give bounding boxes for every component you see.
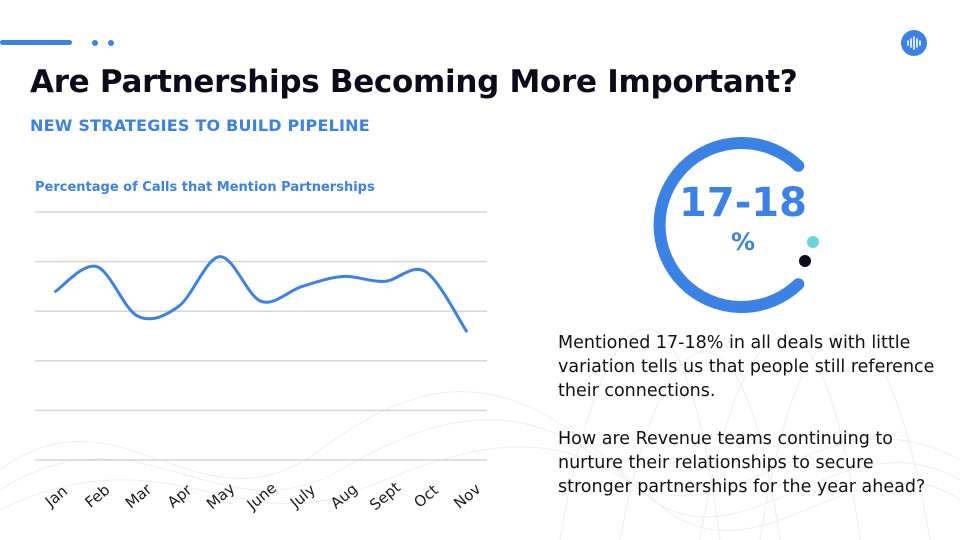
series-line [54, 255, 468, 333]
accent-dot [92, 40, 98, 46]
line-chart: Jan Feb Mar Apr May June July Aug Sept Oct Nov [35, 211, 487, 514]
insight-paragraph: Mentioned 17-18% in all deals with littl… [558, 333, 935, 401]
x-tick-label: Aug [327, 480, 361, 513]
x-tick-label: Sept [366, 478, 404, 514]
page-subtitle: NEW STRATEGIES TO BUILD PIPELINE [30, 116, 370, 135]
x-tick-label: Feb [81, 481, 113, 512]
x-tick-label: Mar [122, 480, 156, 513]
page-title: Are Partnerships Becoming More Important… [30, 64, 798, 100]
accent-bar [0, 40, 72, 45]
gauge-dot-navy [799, 255, 811, 267]
x-tick-label: Oct [410, 481, 442, 512]
gauge-arc [653, 137, 805, 313]
accent-dot [108, 40, 114, 46]
x-tick-label: May [203, 479, 238, 513]
stat-unit: % [730, 228, 756, 256]
gauge-dot-teal [807, 236, 819, 248]
chart-title: Percentage of Calls that Mention Partner… [35, 180, 375, 195]
x-tick-label: Nov [450, 480, 484, 513]
stat-gauge [653, 137, 819, 313]
x-tick-label: Jan [41, 482, 71, 511]
x-tick-label: July [286, 481, 319, 513]
x-tick-label: Apr [164, 480, 196, 511]
x-tick-label: June [243, 479, 280, 514]
soundwave-logo-icon [901, 30, 927, 56]
question-paragraph: How are Revenue teams continuing to nurt… [558, 429, 926, 497]
stat-value: 17-18 [679, 180, 807, 226]
